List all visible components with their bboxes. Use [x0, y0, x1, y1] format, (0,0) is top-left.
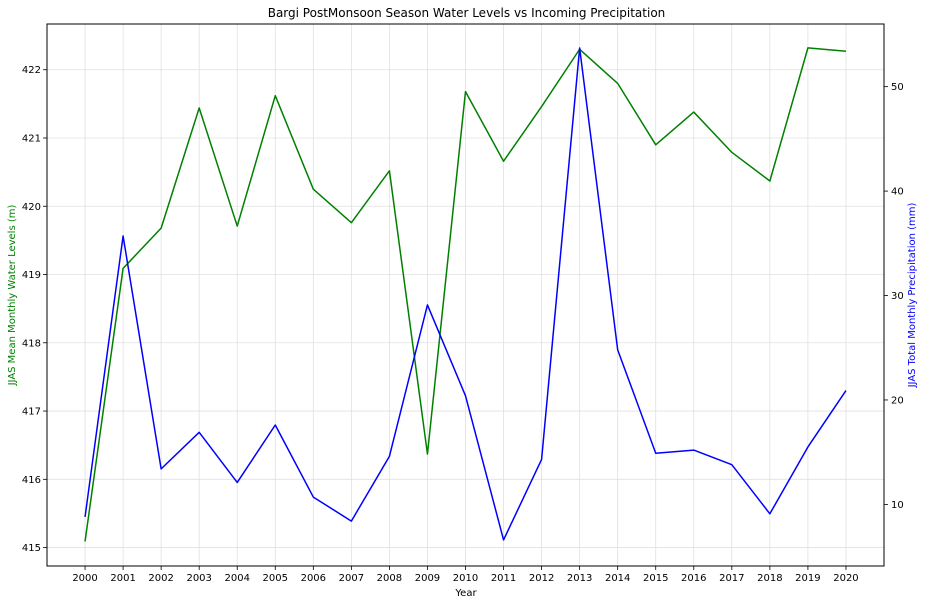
- x-tick-label: 2018: [757, 573, 782, 584]
- x-tick-label: 2007: [339, 573, 364, 584]
- x-tick-label: 2010: [453, 573, 478, 584]
- x-axis-title: Year: [454, 588, 477, 599]
- y-left-tick-label: 417: [22, 407, 41, 418]
- x-tick-label: 2015: [643, 573, 668, 584]
- x-tick-label: 2009: [415, 573, 440, 584]
- x-tick-label: 2017: [719, 573, 744, 584]
- y-left-tick-label: 416: [22, 475, 41, 486]
- water-level-line: [84, 47, 847, 542]
- y-left-tick-label: 420: [22, 202, 41, 213]
- y-left-tick-label: 415: [22, 543, 41, 554]
- chart-title: Bargi PostMonsoon Season Water Levels vs…: [268, 6, 666, 20]
- x-tick-label: 2004: [225, 573, 250, 584]
- x-tick-label: 2001: [110, 573, 135, 584]
- grid: [47, 24, 884, 566]
- y-left-tick-label: 421: [22, 133, 41, 144]
- y-axis-left-title: JJAS Mean Monthly Water Levels (m): [7, 205, 18, 387]
- x-tick-label: 2019: [795, 573, 820, 584]
- precipitation-line: [84, 47, 847, 541]
- x-tick-label: 2005: [263, 573, 288, 584]
- y-axis-right: 10 20 30 40 50: [884, 82, 904, 511]
- x-tick-label: 2013: [567, 573, 592, 584]
- x-axis: 2000 2001 2002 2003 2004 2005 2006 2007 2008 2009…: [72, 566, 859, 584]
- y-right-tick-label: 10: [891, 500, 904, 511]
- y-right-tick-label: 50: [891, 82, 904, 93]
- x-tick-label: 2011: [491, 573, 516, 584]
- x-tick-label: 2002: [148, 573, 173, 584]
- series-layer: [84, 47, 847, 542]
- y-left-tick-label: 422: [22, 65, 41, 76]
- y-right-tick-label: 30: [891, 291, 904, 302]
- x-tick-label: 2000: [72, 573, 97, 584]
- y-left-tick-label: 418: [22, 338, 41, 349]
- y-left-tick-label: 419: [22, 270, 41, 281]
- x-tick-label: 2012: [529, 573, 554, 584]
- y-right-tick-label: 20: [891, 395, 904, 406]
- x-tick-label: 2014: [605, 573, 630, 584]
- x-tick-label: 2016: [681, 573, 706, 584]
- y-right-tick-label: 40: [891, 187, 904, 198]
- y-axis-left: 415 416 417 418 419 420 421 422: [22, 65, 47, 554]
- x-tick-label: 2020: [833, 573, 858, 584]
- y-axis-right-title: JJAS Total Monthly Precipitation (mm): [907, 202, 918, 388]
- x-tick-label: 2003: [186, 573, 211, 584]
- x-tick-label: 2008: [377, 573, 402, 584]
- x-tick-label: 2006: [301, 573, 326, 584]
